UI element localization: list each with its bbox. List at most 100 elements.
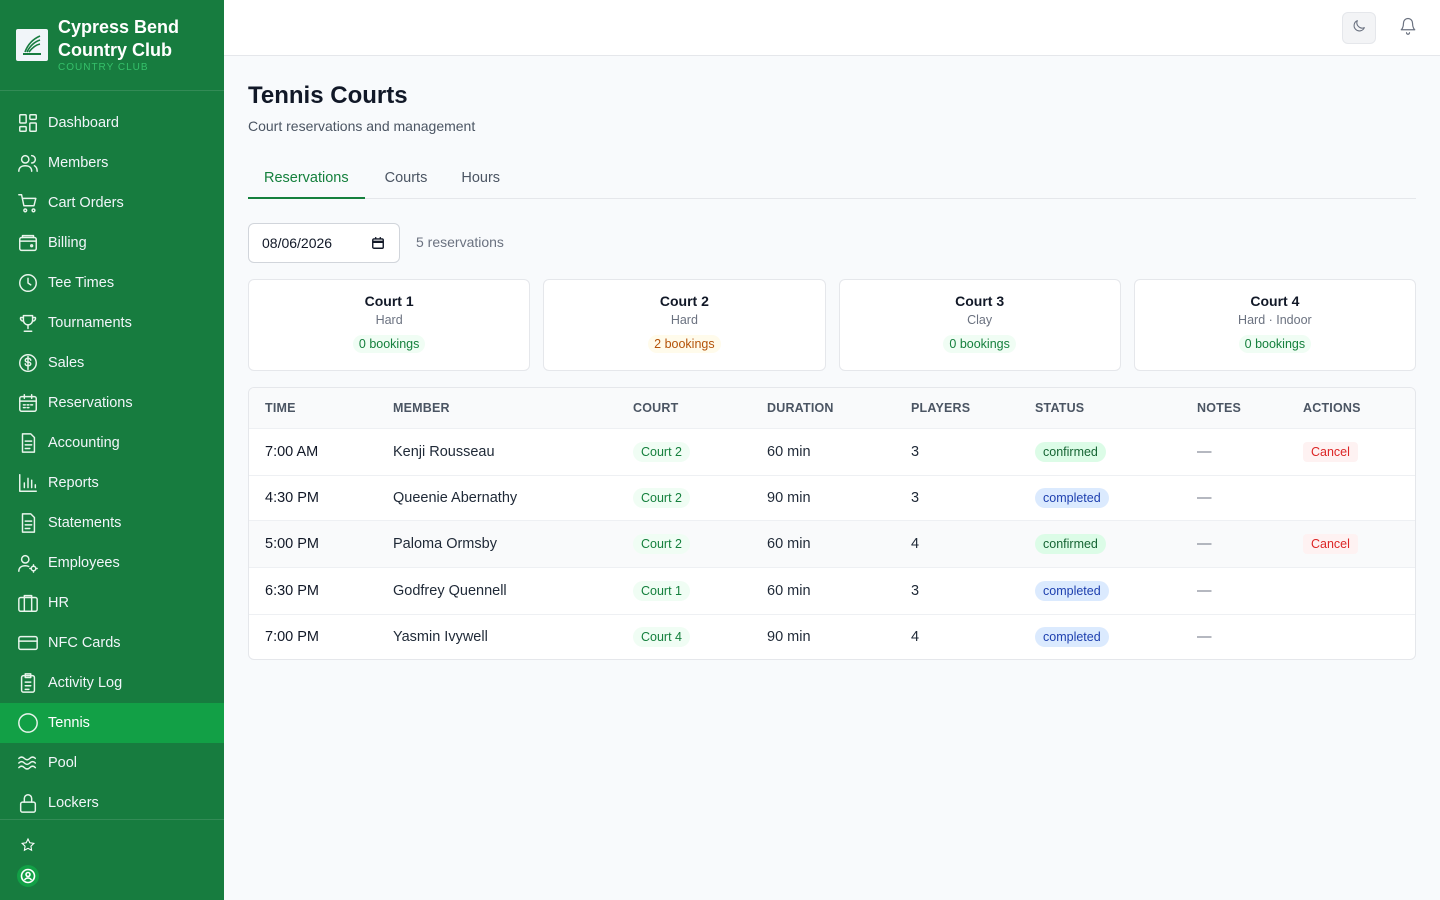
clock-icon [16,271,40,295]
sidebar-item-label: Dashboard [48,115,119,131]
user-avatar-icon[interactable] [16,864,40,888]
sidebar-item-label: Reservations [48,395,133,411]
sidebar-item-label: Members [48,155,109,171]
sidebar-item-nfc-cards[interactable]: NFC Cards [0,623,224,663]
cell-notes: — [1181,427,1287,475]
sidebar-item-statements[interactable]: Statements [0,503,224,543]
brand[interactable]: Cypress Bend Country Club COUNTRY CLUB [0,0,224,91]
sidebar-nav: Dashboard Members Cart Orders Billing Te… [0,91,224,823]
cancel-button[interactable]: Cancel [1303,533,1358,554]
cell-time: 6:30 PM [249,566,377,614]
sidebar-item-billing[interactable]: Billing [0,223,224,263]
court-bookings-badge: 0 bookings [1238,335,1312,353]
cell-status: confirmed [1019,427,1181,475]
cell-member: Godfrey Quennell [377,566,617,614]
table-row[interactable]: 7:00 PM Yasmin Ivywell Court 4 90 min 4 … [249,613,1415,659]
cell-players: 3 [895,566,1019,614]
grid-icon [16,111,40,135]
sidebar-item-lockers[interactable]: Lockers [0,783,224,823]
cancel-button[interactable]: Cancel [1303,441,1358,462]
clipboard-icon [16,671,40,695]
table-row[interactable]: 6:30 PM Godfrey Quennell Court 1 60 min … [249,566,1415,614]
star-icon[interactable] [16,833,40,857]
sidebar-item-label: Tee Times [48,275,115,291]
court-name: Court 4 [1250,293,1300,309]
sidebar-item-employees[interactable]: Employees [0,543,224,583]
brand-name-line1: Cypress Bend [58,17,180,37]
sidebar-item-sales[interactable]: Sales [0,343,224,383]
sidebar-item-dashboard[interactable]: Dashboard [0,103,224,143]
cell-duration: 60 min [751,519,895,567]
dollar-icon [16,351,40,375]
sidebar-item-label: Billing [48,235,87,251]
tabs: Reservations Courts Hours [248,161,1416,199]
cell-status: completed [1019,566,1181,614]
table-row[interactable]: 5:00 PM Paloma Ormsby Court 2 60 min 4 c… [249,519,1415,567]
sidebar-item-pool[interactable]: Pool [0,743,224,783]
users-icon [16,151,40,175]
sidebar-item-label: Employees [48,555,120,571]
sidebar-item-members[interactable]: Members [0,143,224,183]
sidebar-item-label: NFC Cards [48,635,121,651]
court-card[interactable]: Court 4 Hard · Indoor 0 bookings [1133,279,1416,371]
court-pill: Court 4 [633,626,690,647]
column-header-players: PLAYERS [911,400,971,415]
brand-name-line2: Country Club [58,40,172,60]
column-header-status: STATUS [1035,400,1085,415]
court-bookings-badge: 2 bookings [648,335,721,353]
cell-time: 5:00 PM [249,519,377,567]
tab-courts[interactable]: Courts [384,170,428,186]
cell-member: Kenji Rousseau [377,427,617,475]
cell-duration: 90 min [751,613,895,659]
sidebar-item-activity-log[interactable]: Activity Log [0,663,224,703]
calendar-icon [16,391,40,415]
sidebar-item-label: Lockers [48,795,99,811]
table-row[interactable]: 4:30 PM Queenie Abernathy Court 2 90 min… [249,474,1415,520]
document-icon [16,431,40,455]
cell-court: Court 1 [617,566,751,614]
cell-actions [1287,474,1415,520]
sidebar-item-accounting[interactable]: Accounting [0,423,224,463]
cell-status: completed [1019,474,1181,520]
reservations-table: TIME MEMBER COURT DURATION PLAYERS STATU… [248,387,1416,660]
sidebar-item-tournaments[interactable]: Tournaments [0,303,224,343]
calendar-icon[interactable] [371,236,385,253]
court-card[interactable]: Court 1 Hard 0 bookings [248,279,531,371]
sidebar-item-tee-times[interactable]: Tee Times [0,263,224,303]
court-name: Court 3 [955,293,1005,309]
court-card[interactable]: Court 3 Clay 0 bookings [838,279,1121,371]
column-header-notes: NOTES [1197,400,1242,415]
court-surface: Hard · Indoor [1238,313,1312,327]
sidebar-item-tennis[interactable]: Tennis [0,703,224,743]
tab-hours[interactable]: Hours [461,170,501,186]
cell-member: Yasmin Ivywell [377,613,617,659]
cell-member: Paloma Ormsby [377,519,617,567]
sidebar-item-label: Statements [48,515,122,531]
column-header-time: TIME [265,400,296,415]
status-badge: completed [1035,487,1109,508]
cell-member: Queenie Abernathy [377,474,617,520]
sidebar-item-cart-orders[interactable]: Cart Orders [0,183,224,223]
sidebar-item-label: Activity Log [48,675,123,691]
cell-duration: 90 min [751,474,895,520]
cell-notes: — [1181,474,1287,520]
cell-court: Court 2 [617,427,751,475]
table-header-row: TIME MEMBER COURT DURATION PLAYERS STATU… [249,388,1415,428]
table-row[interactable]: 7:00 AM Kenji Rousseau Court 2 60 min 3 … [249,427,1415,475]
theme-toggle-button[interactable] [1342,12,1376,44]
circle-icon [16,711,40,735]
date-picker-input[interactable]: 08/06/2026 [248,223,400,263]
sidebar-item-label: Tournaments [48,315,132,331]
page-subtitle: Court reservations and management [248,118,476,134]
court-pill: Court 1 [633,580,690,601]
sidebar: Cypress Bend Country Club COUNTRY CLUB D… [0,0,224,900]
notifications-button[interactable] [1392,12,1424,44]
court-name: Court 2 [659,293,709,309]
sidebar-item-reports[interactable]: Reports [0,463,224,503]
tab-reservations[interactable]: Reservations [248,161,365,199]
court-card[interactable]: Court 2 Hard 2 bookings [543,279,826,371]
sidebar-item-hr[interactable]: HR [0,583,224,623]
sidebar-item-reservations[interactable]: Reservations [0,383,224,423]
cell-actions [1287,566,1415,614]
column-header-court: COURT [633,400,679,415]
